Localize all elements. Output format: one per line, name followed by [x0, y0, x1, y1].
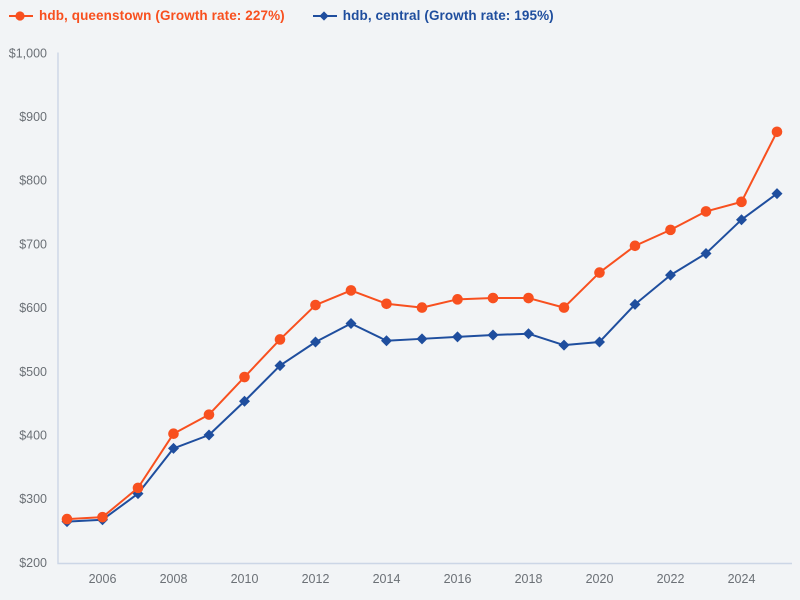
- data-point-marker[interactable]: [274, 360, 286, 372]
- series-line-hdb-queenstown: [66, 131, 778, 521]
- x-axis-tick-label: 2012: [302, 572, 330, 586]
- data-point-marker[interactable]: [274, 334, 286, 345]
- series-line-hdb-central: [66, 192, 778, 523]
- data-point-marker[interactable]: [239, 371, 250, 383]
- data-point-marker[interactable]: [310, 299, 321, 311]
- y-axis-tick-label: $500: [19, 365, 47, 379]
- x-axis-tick-label: 2016: [444, 572, 472, 586]
- legend-item-central[interactable]: hdb, central (Growth rate: 195%): [312, 8, 554, 23]
- data-point-marker[interactable]: [452, 294, 463, 305]
- legend-circle-marker-icon: [9, 10, 33, 21]
- data-point-marker[interactable]: [736, 196, 747, 208]
- y-axis-tick-label: $1,000: [9, 46, 47, 60]
- data-point-marker[interactable]: [665, 224, 676, 236]
- data-point-marker[interactable]: [487, 292, 499, 304]
- data-point-marker[interactable]: [523, 292, 534, 304]
- legend-diamond-marker-icon: [312, 10, 337, 21]
- legend-label-central: hdb, central (Growth rate: 195%): [342, 8, 554, 23]
- data-point-marker[interactable]: [203, 409, 215, 420]
- data-point-marker[interactable]: [665, 269, 676, 281]
- y-axis-tick-label: $300: [19, 492, 47, 506]
- data-point-marker[interactable]: [168, 428, 179, 440]
- x-axis-tick-label: 2020: [586, 572, 614, 586]
- y-axis-tick-label: $400: [19, 429, 47, 443]
- y-axis-tick-label: $200: [19, 556, 47, 570]
- data-point-marker[interactable]: [168, 442, 179, 454]
- data-point-marker[interactable]: [736, 214, 747, 226]
- legend-label-queenstown: hdb, queenstown (Growth rate: 227%): [39, 8, 285, 23]
- data-point-marker[interactable]: [97, 511, 108, 523]
- data-point-marker[interactable]: [239, 395, 250, 407]
- data-point-marker[interactable]: [61, 513, 73, 525]
- data-point-marker[interactable]: [558, 302, 570, 313]
- legend-item-queenstown[interactable]: hdb, queenstown (Growth rate: 227%): [9, 8, 285, 23]
- data-point-marker[interactable]: [416, 302, 428, 313]
- data-point-marker[interactable]: [700, 247, 712, 259]
- x-axis-tick-label: 2010: [231, 572, 259, 586]
- y-axis-tick-label: $900: [19, 110, 47, 124]
- data-point-marker[interactable]: [345, 285, 357, 296]
- data-point-marker[interactable]: [487, 329, 499, 341]
- data-point-marker[interactable]: [381, 298, 392, 310]
- data-point-marker[interactable]: [381, 335, 392, 347]
- y-axis-tick-label: $800: [19, 174, 47, 188]
- data-point-marker[interactable]: [771, 126, 783, 138]
- data-point-marker[interactable]: [594, 267, 605, 278]
- data-point-marker[interactable]: [558, 339, 570, 351]
- x-axis-tick-label: 2022: [657, 572, 685, 586]
- chart-legend: hdb, queenstown (Growth rate: 227%) hdb,…: [9, 8, 554, 23]
- chart-axes: [57, 52, 792, 565]
- data-point-marker[interactable]: [203, 429, 215, 441]
- data-point-marker[interactable]: [629, 298, 641, 310]
- data-point-marker[interactable]: [700, 206, 712, 217]
- y-axis-tick-label: $600: [19, 301, 47, 315]
- y-axis-tick-label: $700: [19, 237, 47, 251]
- x-axis-tick-label: 2014: [373, 572, 401, 586]
- data-point-marker[interactable]: [416, 333, 428, 345]
- data-point-marker[interactable]: [629, 240, 641, 252]
- data-point-marker[interactable]: [771, 188, 783, 200]
- data-point-marker[interactable]: [345, 318, 357, 330]
- data-point-marker[interactable]: [594, 336, 605, 348]
- data-point-marker[interactable]: [310, 336, 321, 348]
- x-axis-tick-label: 2008: [160, 572, 188, 586]
- x-axis-tick-label: 2006: [89, 572, 117, 586]
- data-point-marker[interactable]: [132, 482, 144, 494]
- data-point-marker[interactable]: [523, 328, 534, 340]
- x-axis-tick-label: 2024: [728, 572, 756, 586]
- data-point-marker[interactable]: [452, 331, 463, 343]
- x-axis-tick-label: 2018: [515, 572, 543, 586]
